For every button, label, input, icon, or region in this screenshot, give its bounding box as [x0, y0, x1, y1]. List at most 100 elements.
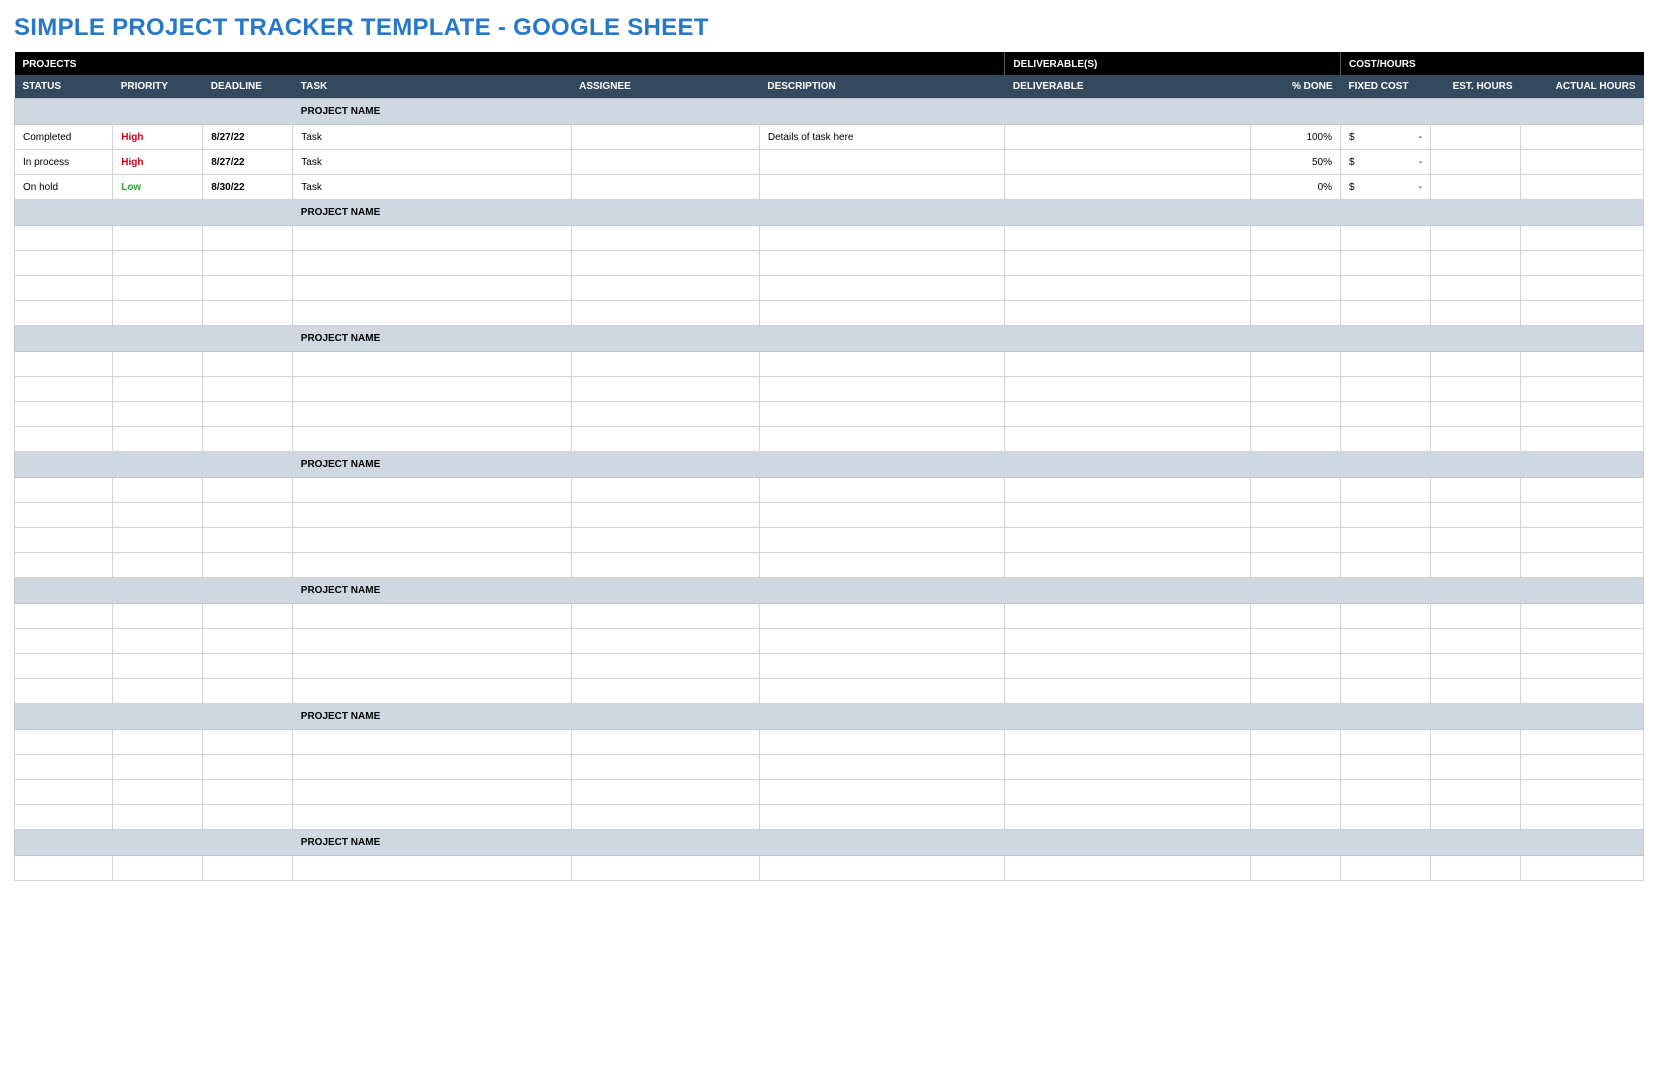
cell-fixed-cost[interactable]	[1341, 503, 1431, 528]
cell-pct-done[interactable]	[1250, 553, 1340, 578]
cell-status[interactable]	[15, 553, 113, 578]
project-section-spacer[interactable]	[15, 578, 293, 604]
cell-priority[interactable]	[113, 528, 203, 553]
cell-task[interactable]	[293, 427, 571, 452]
cell-actual-hours[interactable]	[1521, 528, 1644, 553]
cell-pct-done[interactable]	[1250, 604, 1340, 629]
cell-deliverable[interactable]	[1005, 301, 1251, 326]
cell-deliverable[interactable]	[1005, 150, 1251, 175]
cell-actual-hours[interactable]	[1521, 427, 1644, 452]
cell-status[interactable]	[15, 251, 113, 276]
cell-status[interactable]	[15, 226, 113, 251]
cell-fixed-cost[interactable]	[1341, 856, 1431, 881]
cell-assignee[interactable]	[571, 427, 759, 452]
cell-deliverable[interactable]	[1005, 755, 1251, 780]
cell-assignee[interactable]	[571, 856, 759, 881]
cell-est-hours[interactable]	[1431, 175, 1521, 200]
cell-task[interactable]: Task	[293, 125, 571, 150]
cell-assignee[interactable]	[571, 175, 759, 200]
cell-fixed-cost[interactable]	[1341, 730, 1431, 755]
cell-priority[interactable]: Low	[113, 175, 203, 200]
cell-est-hours[interactable]	[1431, 276, 1521, 301]
cell-est-hours[interactable]	[1431, 226, 1521, 251]
cell-assignee[interactable]	[571, 352, 759, 377]
cell-status[interactable]	[15, 654, 113, 679]
project-section-spacer[interactable]	[15, 704, 293, 730]
cell-pct-done[interactable]	[1250, 856, 1340, 881]
cell-deliverable[interactable]	[1005, 377, 1251, 402]
cell-task[interactable]	[293, 402, 571, 427]
cell-assignee[interactable]	[571, 377, 759, 402]
cell-est-hours[interactable]	[1431, 654, 1521, 679]
cell-task[interactable]	[293, 755, 571, 780]
cell-actual-hours[interactable]	[1521, 679, 1644, 704]
cell-actual-hours[interactable]	[1521, 604, 1644, 629]
cell-pct-done[interactable]: 50%	[1250, 150, 1340, 175]
cell-status[interactable]	[15, 301, 113, 326]
cell-fixed-cost[interactable]	[1341, 805, 1431, 830]
cell-assignee[interactable]	[571, 301, 759, 326]
cell-description[interactable]	[759, 427, 1005, 452]
cell-deadline[interactable]	[203, 352, 293, 377]
cell-pct-done[interactable]	[1250, 503, 1340, 528]
cell-description[interactable]	[759, 856, 1005, 881]
project-section-spacer[interactable]	[15, 200, 293, 226]
cell-pct-done[interactable]: 0%	[1250, 175, 1340, 200]
cell-task[interactable]	[293, 478, 571, 503]
cell-deliverable[interactable]	[1005, 730, 1251, 755]
cell-actual-hours[interactable]	[1521, 125, 1644, 150]
cell-est-hours[interactable]	[1431, 478, 1521, 503]
cell-est-hours[interactable]	[1431, 805, 1521, 830]
cell-description[interactable]: Details of task here	[759, 125, 1005, 150]
cell-task[interactable]	[293, 276, 571, 301]
cell-fixed-cost[interactable]	[1341, 251, 1431, 276]
cell-actual-hours[interactable]	[1521, 805, 1644, 830]
cell-description[interactable]	[759, 503, 1005, 528]
cell-deliverable[interactable]	[1005, 226, 1251, 251]
cell-actual-hours[interactable]	[1521, 352, 1644, 377]
cell-assignee[interactable]	[571, 553, 759, 578]
cell-est-hours[interactable]	[1431, 553, 1521, 578]
cell-pct-done[interactable]	[1250, 226, 1340, 251]
cell-status[interactable]: Completed	[15, 125, 113, 150]
cell-description[interactable]	[759, 780, 1005, 805]
cell-est-hours[interactable]	[1431, 629, 1521, 654]
project-section-name[interactable]: PROJECT NAME	[293, 452, 1644, 478]
cell-task[interactable]	[293, 805, 571, 830]
cell-est-hours[interactable]	[1431, 679, 1521, 704]
cell-status[interactable]	[15, 377, 113, 402]
cell-pct-done[interactable]	[1250, 427, 1340, 452]
cell-deliverable[interactable]	[1005, 780, 1251, 805]
cell-description[interactable]	[759, 528, 1005, 553]
cell-deliverable[interactable]	[1005, 251, 1251, 276]
cell-task[interactable]	[293, 528, 571, 553]
cell-description[interactable]	[759, 805, 1005, 830]
cell-pct-done[interactable]: 100%	[1250, 125, 1340, 150]
cell-description[interactable]	[759, 730, 1005, 755]
cell-est-hours[interactable]	[1431, 528, 1521, 553]
cell-pct-done[interactable]	[1250, 377, 1340, 402]
cell-status[interactable]	[15, 276, 113, 301]
cell-pct-done[interactable]	[1250, 780, 1340, 805]
cell-est-hours[interactable]	[1431, 377, 1521, 402]
project-section-name[interactable]: PROJECT NAME	[293, 578, 1644, 604]
cell-priority[interactable]	[113, 730, 203, 755]
cell-assignee[interactable]	[571, 150, 759, 175]
cell-status[interactable]	[15, 679, 113, 704]
cell-fixed-cost[interactable]	[1341, 528, 1431, 553]
cell-status[interactable]	[15, 730, 113, 755]
cell-est-hours[interactable]	[1431, 730, 1521, 755]
cell-description[interactable]	[759, 604, 1005, 629]
cell-pct-done[interactable]	[1250, 478, 1340, 503]
cell-actual-hours[interactable]	[1521, 780, 1644, 805]
cell-assignee[interactable]	[571, 276, 759, 301]
cell-pct-done[interactable]	[1250, 654, 1340, 679]
cell-assignee[interactable]	[571, 604, 759, 629]
cell-actual-hours[interactable]	[1521, 503, 1644, 528]
cell-est-hours[interactable]	[1431, 251, 1521, 276]
cell-fixed-cost[interactable]	[1341, 604, 1431, 629]
cell-task[interactable]	[293, 226, 571, 251]
cell-assignee[interactable]	[571, 251, 759, 276]
project-section-name[interactable]: PROJECT NAME	[293, 99, 1644, 125]
cell-task[interactable]	[293, 780, 571, 805]
